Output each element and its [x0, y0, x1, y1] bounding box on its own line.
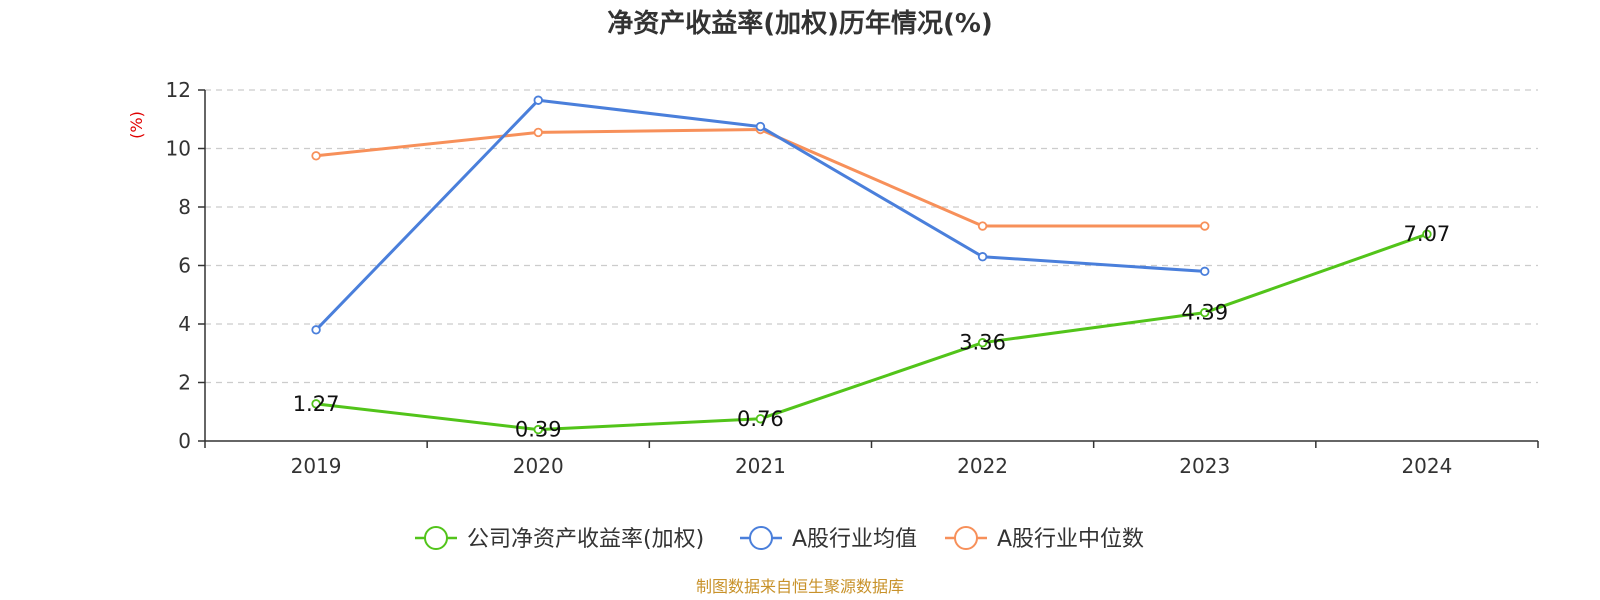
y-tick-label: 6 [178, 254, 191, 278]
data-point [311, 399, 321, 409]
data-point [1200, 266, 1210, 277]
legend-swatch-marker [424, 526, 448, 550]
data-label: 0.39 [515, 418, 562, 442]
data-point [1200, 221, 1210, 231]
series-line [315, 232, 1428, 432]
x-tick-label: 2019 [291, 454, 342, 478]
x-tick-label: 2024 [1401, 454, 1452, 478]
x-tick-label: 2022 [957, 454, 1008, 478]
series-line [315, 128, 1205, 228]
legend-swatch-marker [954, 526, 978, 550]
data-label: 3.36 [959, 331, 1006, 355]
data-point [533, 95, 543, 105]
y-tick-label: 12 [166, 78, 191, 102]
data-label: 4.39 [1181, 301, 1228, 325]
series-group: 1.27 0.39 0.76 3.36 4.39 7.07 [293, 95, 1451, 442]
x-tick-label: 2021 [735, 454, 786, 478]
y-tick-label: 2 [178, 371, 191, 395]
legend-item[interactable]: 公司净资产收益率(加权) [415, 526, 704, 552]
x-tick-label: 2023 [1179, 454, 1230, 478]
data-point [977, 252, 988, 262]
grid-lines [205, 89, 1538, 384]
data-point [311, 325, 321, 335]
legend[interactable]: 公司净资产收益率(加权) A股行业均值 A股行业中位数 [415, 526, 1144, 552]
data-label: 7.07 [1404, 222, 1451, 246]
data-point [533, 127, 543, 138]
data-point [311, 151, 321, 161]
source-note: 制图数据来自恒生聚源数据库 [696, 577, 904, 596]
data-label: 1.27 [293, 392, 340, 416]
data-point [977, 221, 988, 231]
y-axis-label: (%) [127, 111, 146, 139]
y-tick-label: 0 [178, 429, 191, 453]
data-point [1422, 229, 1432, 239]
legend-label: A股行业中位数 [997, 527, 1144, 552]
data-point [755, 121, 766, 132]
y-tick-label: 8 [178, 195, 191, 219]
legend-label: A股行业均值 [792, 527, 917, 552]
data-point [977, 338, 988, 348]
y-tick-label: 10 [166, 137, 191, 161]
series-line [315, 98, 1205, 331]
axes: 0 2 4 6 8 10 12 2019 2020 2021 2022 2023 2024 [166, 78, 1539, 478]
data-point [1200, 307, 1210, 318]
data-point [755, 414, 766, 424]
y-tick-label: 4 [178, 312, 191, 336]
legend-item[interactable]: A股行业中位数 [945, 526, 1144, 552]
data-point [533, 424, 543, 435]
data-label: 0.76 [737, 407, 784, 431]
x-tick-label: 2020 [513, 454, 564, 478]
legend-swatch-marker [749, 526, 773, 550]
legend-item[interactable]: A股行业均值 [740, 526, 917, 552]
chart-title: 净资产收益率(加权)历年情况(%) [607, 8, 993, 39]
legend-label: 公司净资产收益率(加权) [467, 527, 704, 552]
